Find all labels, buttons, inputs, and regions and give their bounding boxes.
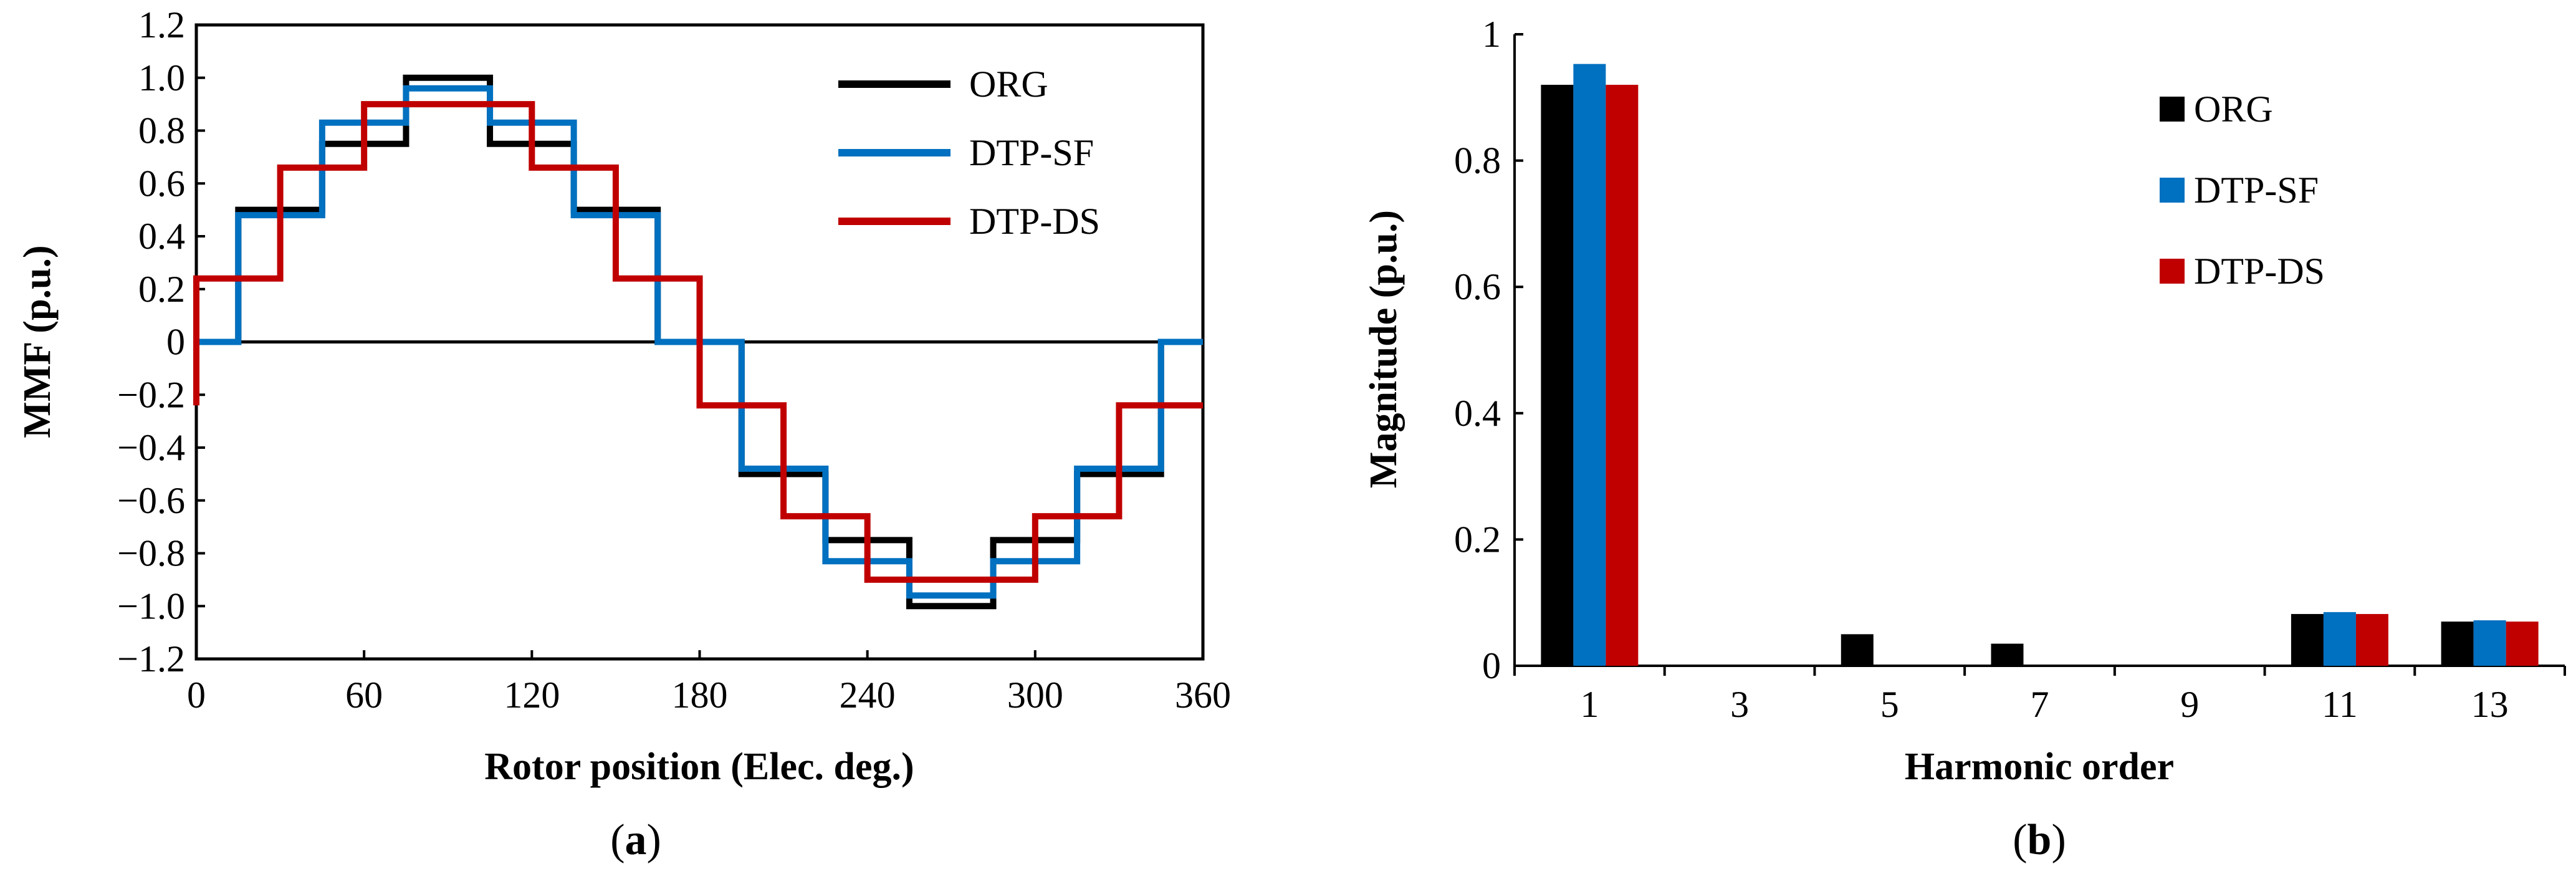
x-axis-label-a: Rotor position (Elec. deg.) bbox=[484, 746, 914, 788]
x-tick-label: 180 bbox=[672, 675, 728, 716]
y-tick-label: −0.6 bbox=[117, 480, 185, 521]
x-tick-label: 240 bbox=[840, 675, 896, 716]
legend-label-dtp-ds: DTP-DS bbox=[969, 201, 1100, 242]
y-tick-label: −0.2 bbox=[117, 374, 185, 415]
legend-a: ORG DTP-SF DTP-DS bbox=[838, 64, 1100, 242]
x-axis-label-b: Harmonic order bbox=[1905, 746, 2174, 788]
y-axis-label-b: Magnitude (p.u.) bbox=[1362, 210, 1405, 488]
x-tick-label: 300 bbox=[1007, 675, 1063, 716]
legend-b: ORG DTP-SF DTP-DS bbox=[2160, 89, 2325, 292]
harmonic-bar-chart: 00.20.40.60.81 1 3 5 7 9 11 13 ORG DTP-SF DTP-… bbox=[1362, 14, 2566, 864]
x-tick-label: 0 bbox=[187, 675, 206, 716]
bar-org-h5 bbox=[1841, 634, 1874, 666]
legend-swatch-org-b bbox=[2160, 97, 2185, 122]
legend-swatch-dtp-sf-b bbox=[2160, 178, 2185, 203]
legend-label-org-b: ORG bbox=[2194, 89, 2273, 130]
y-tick-label: 0.2 bbox=[1454, 519, 1501, 560]
x-tick-label: 360 bbox=[1175, 675, 1231, 716]
x-tick-label: 3 bbox=[1730, 684, 1749, 725]
x-tick-label: 5 bbox=[1880, 684, 1899, 725]
legend-label-dtp-sf: DTP-SF bbox=[969, 132, 1094, 173]
legend-label-org: ORG bbox=[969, 64, 1048, 105]
x-tick-label: 13 bbox=[2471, 684, 2509, 725]
y-tick-label: −1.2 bbox=[117, 638, 185, 680]
series-line-dtp-ds bbox=[193, 101, 1203, 583]
x-tick-label: 7 bbox=[2031, 684, 2049, 725]
legend-label-dtp-ds-b: DTP-DS bbox=[2194, 251, 2325, 292]
bar-dtp-sf-h11 bbox=[2323, 612, 2356, 666]
x-tick-label: 120 bbox=[504, 675, 560, 716]
bar-org-h13 bbox=[2441, 622, 2474, 666]
x-tick-label: 60 bbox=[345, 675, 383, 716]
y-tick-label: 1.0 bbox=[138, 57, 185, 98]
y-tick-label: 0.8 bbox=[1454, 140, 1501, 181]
y-tick-label: −0.8 bbox=[117, 533, 185, 574]
x-tick-label: 1 bbox=[1580, 684, 1599, 725]
bar-org-h11 bbox=[2291, 613, 2324, 666]
y-tick-label: 1.2 bbox=[138, 4, 185, 46]
x-tick-label: 9 bbox=[2180, 684, 2199, 725]
caption-b: (b) bbox=[2013, 816, 2066, 864]
y-tick-label: 0.4 bbox=[1454, 393, 1501, 434]
y-tick-label: 0.4 bbox=[138, 216, 185, 257]
x-tick-label: 11 bbox=[2322, 684, 2358, 725]
caption-a: (a) bbox=[610, 816, 661, 864]
mmf-step-chart: 1.2 1.0 0.8 0.6 0.4 0.2 0 −0.2 −0.4 −0.6 −0.8 −1.0 −… bbox=[16, 4, 1231, 864]
legend-swatch-dtp-ds-b bbox=[2160, 259, 2185, 284]
y-tick-label: 0.2 bbox=[138, 269, 185, 310]
y-tick-label: 0.8 bbox=[138, 110, 185, 151]
bar-org-h1 bbox=[1541, 85, 1574, 666]
bar-dtp-sf-h13 bbox=[2473, 620, 2506, 666]
y-tick-label: 0.6 bbox=[1454, 266, 1501, 307]
bar-dtp-ds-h11 bbox=[2355, 613, 2388, 666]
y-tick-label: 0 bbox=[1482, 645, 1501, 686]
y-axis-label-a: MMF (p.u.) bbox=[16, 245, 59, 438]
y-tick-label: −1.0 bbox=[117, 585, 185, 627]
bar-dtp-ds-h1 bbox=[1606, 85, 1639, 666]
y-tick-label: 1 bbox=[1482, 14, 1501, 55]
y-tick-label: −0.4 bbox=[117, 427, 185, 468]
bar-dtp-ds-h13 bbox=[2506, 622, 2539, 666]
bar-org-h7 bbox=[1991, 643, 2024, 666]
legend-label-dtp-sf-b: DTP-SF bbox=[2194, 170, 2319, 211]
y-tick-label: 0 bbox=[166, 322, 185, 363]
bar-dtp-sf-h1 bbox=[1573, 64, 1606, 666]
y-tick-label: 0.6 bbox=[138, 163, 185, 204]
